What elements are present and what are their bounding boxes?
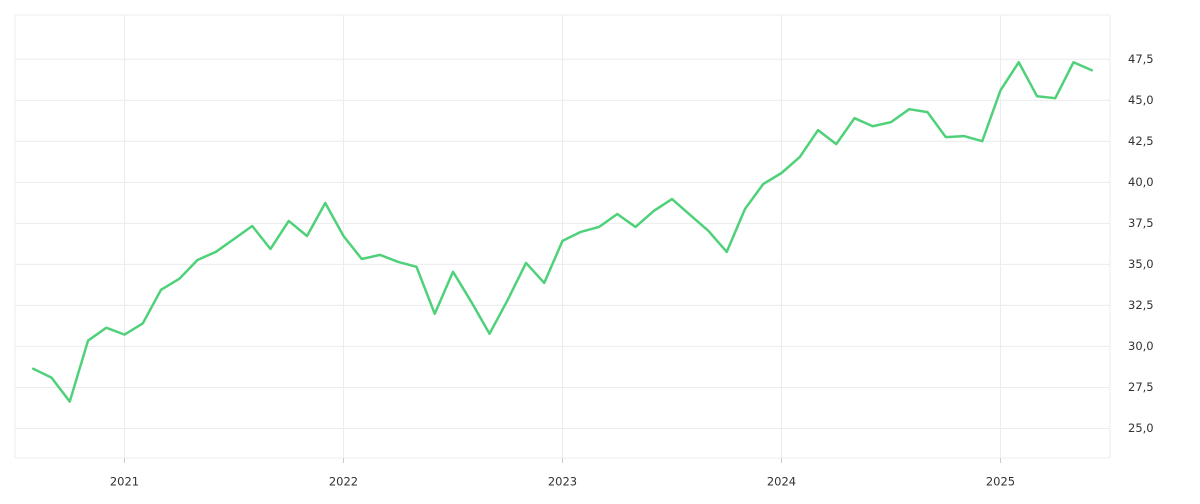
y-tick-label: 37,5 — [1128, 216, 1154, 230]
x-tick-label: 2025 — [986, 475, 1015, 489]
y-tick-label: 25,0 — [1128, 421, 1154, 435]
label-layer: 25,0 27,5 30,0 32,5 35,0 37,5 40,0 42,5 45,0 47,5… — [110, 52, 1154, 489]
grid-layer — [14, 14, 1111, 463]
x-tick-label: 2023 — [548, 475, 577, 489]
y-tick-label: 35,0 — [1128, 257, 1154, 271]
x-tick-label: 2024 — [767, 475, 796, 489]
x-tick-label: 2021 — [110, 475, 139, 489]
y-tick-label: 30,0 — [1128, 339, 1154, 353]
y-tick-label: 42,5 — [1128, 134, 1154, 148]
y-tick-label: 47,5 — [1128, 52, 1154, 66]
data-line — [32, 61, 1093, 403]
y-tick-label: 27,5 — [1128, 380, 1154, 394]
y-tick-label: 40,0 — [1128, 175, 1154, 189]
x-tick-label: 2022 — [329, 475, 358, 489]
y-tick-label: 32,5 — [1128, 298, 1154, 312]
line-layer — [32, 61, 1093, 403]
y-tick-label: 45,0 — [1128, 93, 1154, 107]
